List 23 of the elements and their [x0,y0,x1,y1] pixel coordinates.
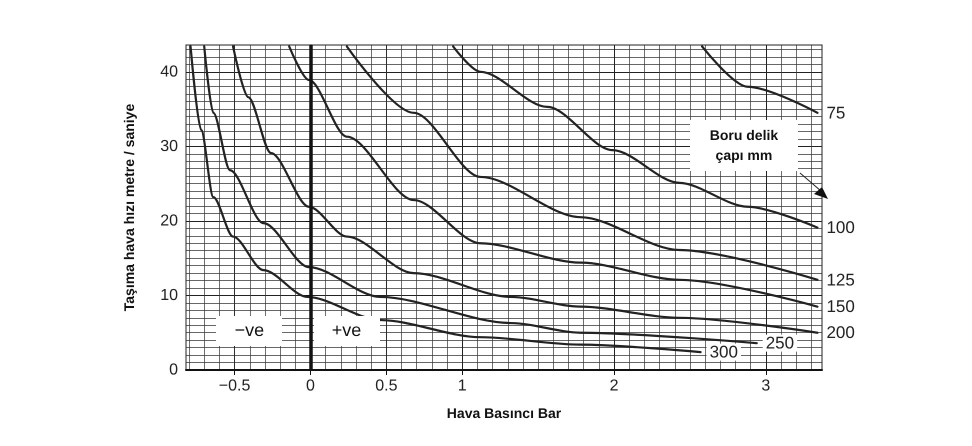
series-label: 75 [826,103,846,122]
x-tick-label: 2 [610,378,619,394]
series-label: 250 [766,334,794,353]
x-tick-label: 3 [761,378,770,394]
x-tick-label: 1 [458,378,467,394]
y-tick-label: 0 [169,362,178,378]
y-axis-title: Taşıma hava hızı metre / saniye [121,104,137,312]
annotation: −ve [216,316,282,346]
x-axis-title: Hava Basıncı Bar [446,405,562,421]
x-tick-label: 0 [306,378,316,394]
annotation: +ve [314,316,380,346]
y-tick-label: 20 [160,212,178,230]
x-tick-label: −0.5 [218,378,250,394]
y-tick-label: 40 [160,63,178,80]
x-tick-label: 0.5 [375,378,398,394]
annotation: Boru delik çapı mm [690,120,798,172]
y-tick-label: 30 [160,138,178,155]
series-label: 150 [826,297,855,316]
series-label: 300 [710,342,738,362]
series-label: 125 [826,270,855,290]
series-label: 200 [826,323,855,342]
y-tick-label: 10 [160,286,178,304]
series-label: 100 [826,218,855,238]
